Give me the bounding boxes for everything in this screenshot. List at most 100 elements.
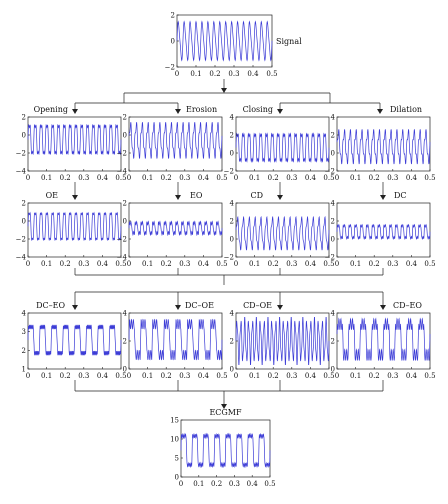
arrow-head (277, 195, 283, 200)
plot-dc-eo: 0 0.1 0.2 0.3 0.4 0.5 4 3 2 1 DC–EO (22, 301, 127, 380)
plot-title: Dilation (390, 105, 422, 114)
waveform-line (235, 132, 330, 163)
arrow-head (175, 195, 181, 200)
x-tick-label: 0.5 (216, 174, 227, 182)
y-tick-label: 0 (22, 218, 26, 226)
x-tick-label: 0.2 (161, 260, 172, 268)
arrow-head (175, 109, 181, 114)
arrow-head (380, 195, 386, 200)
x-tick-label: 0.3 (286, 174, 297, 182)
x-tick-label: 0.1 (190, 70, 201, 78)
plot-ecgmf: 0 0.1 0.2 0.3 0.4 0.5 15 10 5 0 ECGMF (170, 408, 275, 488)
x-tick-label: 0.3 (179, 174, 190, 182)
y-tick-label: 4 (331, 200, 336, 208)
x-tick-label: 0 (127, 260, 131, 268)
x-tick-label: 0.4 (247, 480, 259, 488)
x-tick-label: 0.2 (211, 480, 222, 488)
plot-oe: 0 0.1 0.2 0.3 0.4 0.5 2 0 −2 −4 OE (16, 191, 127, 268)
y-tick-label: 4 (331, 114, 336, 122)
waveform-line (336, 317, 431, 361)
y-tick-label: 0 (123, 218, 127, 226)
plot-title: Erosion (186, 105, 217, 114)
x-tick-label: 0.2 (60, 174, 71, 182)
plot-title: CD (250, 191, 263, 200)
x-tick-label: 0.5 (323, 372, 334, 380)
y-tick-label: 2 (22, 347, 26, 355)
x-tick-label: 0.3 (78, 372, 89, 380)
y-tick-label: −2 (224, 168, 234, 176)
x-tick-label: 0.3 (78, 174, 89, 182)
x-tick-label: 0.3 (78, 260, 89, 268)
y-tick-label: 0 (230, 366, 234, 374)
y-tick-label: −2 (117, 150, 127, 158)
x-tick-label: 0 (335, 372, 339, 380)
y-tick-label: 4 (230, 200, 235, 208)
x-tick-label: 0.3 (387, 174, 398, 182)
x-tick-label: 0.2 (268, 174, 279, 182)
plot-title: Closing (243, 105, 273, 114)
y-tick-label: 4 (123, 310, 128, 318)
y-tick-label: 0 (175, 474, 179, 482)
x-tick-label: 0 (175, 70, 179, 78)
waveform-line (128, 122, 223, 159)
arrow-head (72, 195, 78, 200)
y-tick-label: −2 (117, 236, 127, 244)
y-tick-label: −4 (117, 254, 128, 262)
y-tick-label: −2 (165, 64, 175, 72)
y-tick-label: 2 (331, 338, 335, 346)
y-tick-label: 0 (331, 150, 335, 158)
x-tick-label: 0.4 (406, 372, 418, 380)
x-tick-label: 0.5 (115, 372, 126, 380)
y-tick-label: 2 (331, 132, 335, 140)
x-tick-label: 0.4 (305, 372, 317, 380)
y-tick-label: 4 (230, 114, 235, 122)
x-tick-label: 0.2 (369, 174, 380, 182)
x-tick-label: 0.3 (179, 260, 190, 268)
y-tick-label: −2 (16, 150, 26, 158)
x-tick-label: 0.4 (305, 174, 317, 182)
x-tick-label: 0.3 (286, 260, 297, 268)
plot-cd-eo: 0 0.1 0.2 0.3 0.4 0.5 4 2 0 CD–EO (331, 301, 436, 380)
y-tick-label: 2 (230, 338, 234, 346)
plot-cd-oe: 0 0.1 0.2 0.3 0.4 0.5 4 2 0 CD–OE (230, 301, 335, 380)
x-tick-label: 0.5 (264, 480, 275, 488)
waveform-line (128, 220, 223, 237)
arrow-head (277, 305, 283, 310)
plot-title: Signal (276, 37, 302, 46)
plot-title: DC–EO (36, 301, 65, 310)
y-tick-label: 0 (331, 236, 335, 244)
waveform-line (27, 324, 122, 356)
x-tick-label: 0.3 (228, 70, 239, 78)
plot-title: CD–EO (393, 301, 422, 310)
plot-title: Opening (34, 105, 68, 114)
x-tick-label: 0 (127, 174, 131, 182)
y-tick-label: 2 (230, 132, 234, 140)
x-tick-label: 0 (26, 260, 30, 268)
x-tick-label: 0 (127, 372, 131, 380)
y-tick-label: 15 (170, 417, 179, 425)
x-tick-label: 0 (335, 260, 339, 268)
arrow-head (72, 305, 78, 310)
y-tick-label: 4 (230, 310, 235, 318)
arrow-head (221, 404, 227, 409)
x-tick-label: 0.5 (115, 174, 126, 182)
y-tick-label: 2 (123, 200, 127, 208)
plot-title: ECGMF (209, 408, 242, 417)
waveform-line (336, 223, 431, 240)
arrow-head (175, 305, 181, 310)
x-tick-label: 0.4 (198, 260, 210, 268)
x-tick-label: 0.1 (249, 260, 260, 268)
y-tick-label: 2 (123, 338, 127, 346)
x-tick-label: 0.2 (268, 260, 279, 268)
x-tick-label: 0.4 (247, 70, 259, 78)
x-tick-label: 0.3 (229, 480, 240, 488)
waveform-line (27, 123, 122, 156)
y-tick-label: −2 (325, 168, 335, 176)
y-tick-label: 5 (175, 455, 179, 463)
x-tick-label: 0 (234, 174, 238, 182)
